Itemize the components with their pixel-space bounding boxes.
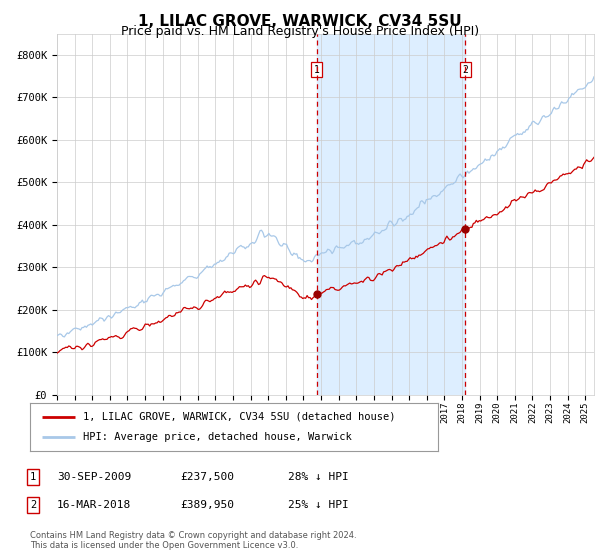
Text: 28% ↓ HPI: 28% ↓ HPI [288, 472, 349, 482]
Text: 2: 2 [30, 500, 36, 510]
Text: 1: 1 [314, 65, 320, 74]
Text: 25% ↓ HPI: 25% ↓ HPI [288, 500, 349, 510]
Text: £389,950: £389,950 [180, 500, 234, 510]
Text: 1, LILAC GROVE, WARWICK, CV34 5SU: 1, LILAC GROVE, WARWICK, CV34 5SU [138, 14, 462, 29]
Text: 1: 1 [30, 472, 36, 482]
Text: Contains HM Land Registry data © Crown copyright and database right 2024.
This d: Contains HM Land Registry data © Crown c… [30, 530, 356, 550]
Text: 30-SEP-2009: 30-SEP-2009 [57, 472, 131, 482]
Text: HPI: Average price, detached house, Warwick: HPI: Average price, detached house, Warw… [83, 432, 352, 442]
Text: 16-MAR-2018: 16-MAR-2018 [57, 500, 131, 510]
Bar [317, 34, 466, 395]
Text: Price paid vs. HM Land Registry's House Price Index (HPI): Price paid vs. HM Land Registry's House … [121, 25, 479, 38]
Text: 1, LILAC GROVE, WARWICK, CV34 5SU (detached house): 1, LILAC GROVE, WARWICK, CV34 5SU (detac… [83, 412, 395, 422]
Text: 2: 2 [463, 65, 469, 74]
Text: £237,500: £237,500 [180, 472, 234, 482]
